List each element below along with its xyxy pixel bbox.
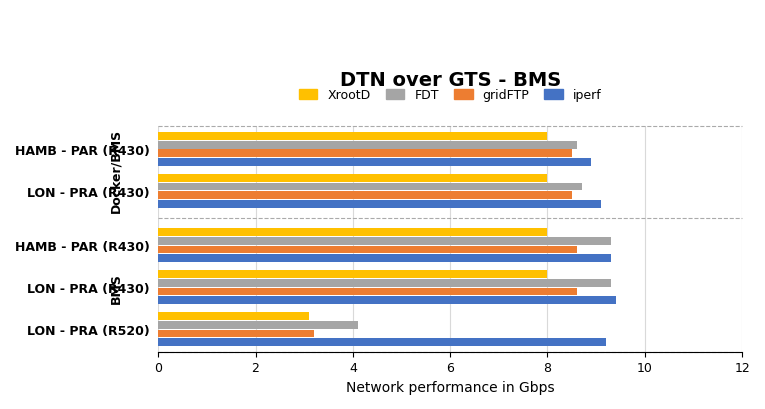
Bar xyxy=(158,279,610,287)
Bar xyxy=(158,159,591,166)
Bar xyxy=(158,200,601,209)
X-axis label: Network performance in Gbps: Network performance in Gbps xyxy=(346,380,555,394)
Bar xyxy=(158,246,577,254)
Text: BMS: BMS xyxy=(109,272,122,303)
Bar xyxy=(158,339,606,346)
Legend: XrootD, FDT, gridFTP, iperf: XrootD, FDT, gridFTP, iperf xyxy=(294,84,607,107)
Bar xyxy=(158,142,577,149)
Bar xyxy=(158,255,610,263)
Text: Docker/BMS: Docker/BMS xyxy=(109,128,122,212)
Bar xyxy=(158,237,610,245)
Bar xyxy=(158,150,571,158)
Bar xyxy=(158,183,581,191)
Bar xyxy=(158,175,548,182)
Title: DTN over GTS - BMS: DTN over GTS - BMS xyxy=(340,71,561,90)
Bar xyxy=(158,192,571,200)
Bar xyxy=(158,133,548,140)
Bar xyxy=(158,297,616,304)
Bar xyxy=(158,312,309,320)
Bar xyxy=(158,229,548,236)
Bar xyxy=(158,330,314,338)
Bar xyxy=(158,271,548,279)
Bar xyxy=(158,288,577,296)
Bar xyxy=(158,321,358,329)
